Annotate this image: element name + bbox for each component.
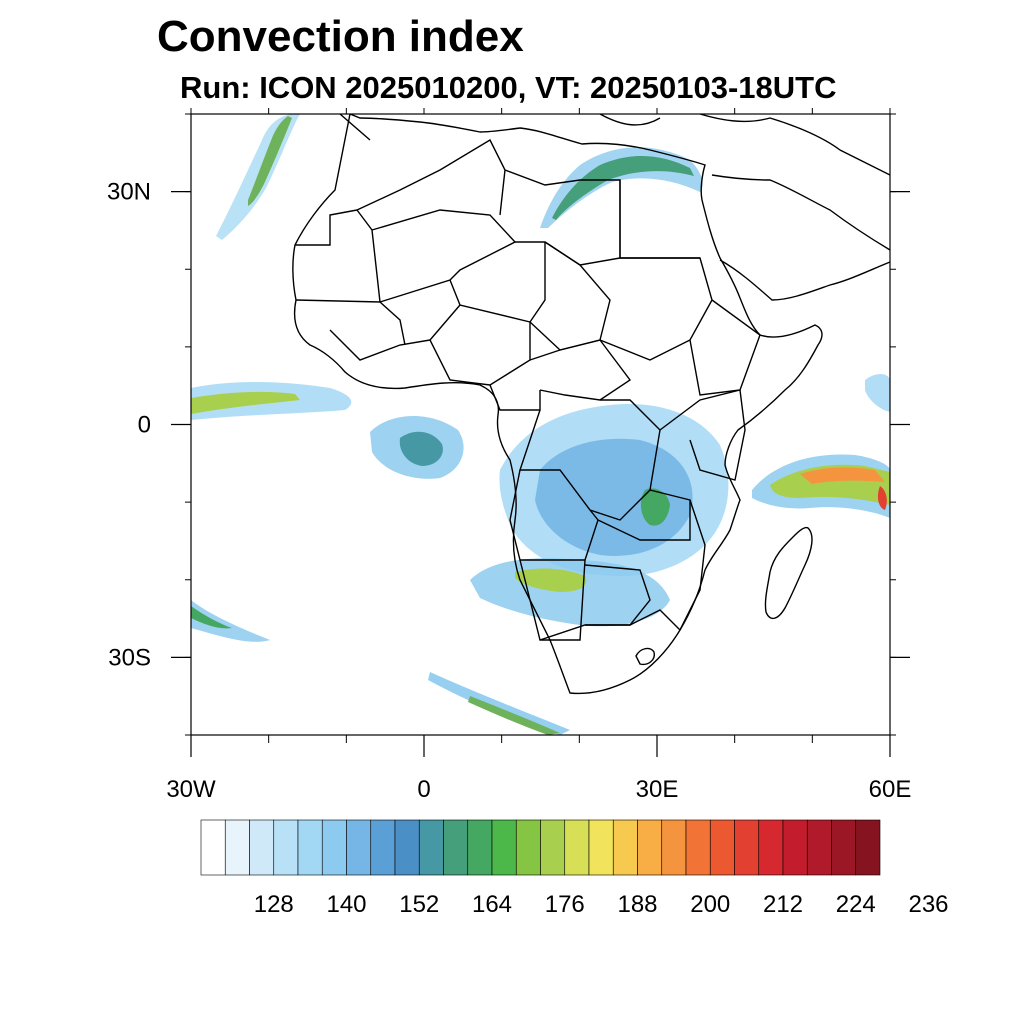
colorbar-label: 140	[326, 891, 366, 918]
colorbar-label: 176	[545, 891, 585, 918]
field-indian-ocean-peak	[877, 486, 887, 510]
border-niger	[449, 242, 546, 323]
border-angola	[509, 469, 599, 561]
colorbar-swatch	[540, 819, 566, 876]
colorbar-swatch	[831, 819, 857, 876]
colorbar-label: 200	[690, 891, 730, 918]
field-central-africa-core	[640, 488, 670, 526]
field-mediterranean-core	[552, 155, 694, 220]
europe-coast	[339, 114, 890, 176]
colorbar-swatch	[491, 819, 517, 876]
lat-tick-label: 0	[138, 412, 151, 439]
colorbar-swatch	[806, 819, 832, 876]
colorbar: 128 140 152 164 176 188 200 212 224 236	[200, 819, 949, 918]
colorbar-swatch	[709, 819, 735, 876]
lat-tick-label: 30S	[108, 644, 151, 671]
border-mali	[371, 209, 517, 303]
field-arabian-sea	[865, 374, 890, 412]
colorbar-swatch	[564, 819, 590, 876]
colorbar-swatch	[321, 819, 347, 876]
border-mauritania	[295, 209, 381, 303]
border-egypt	[619, 180, 700, 259]
border-southafrica	[539, 609, 681, 641]
colorbar-label: 236	[908, 891, 948, 918]
colorbar-swatch	[443, 819, 469, 876]
border-sudan	[599, 257, 713, 361]
colorbar-swatch	[467, 819, 493, 876]
colorbar-swatch	[370, 819, 396, 876]
colorbar-swatch	[685, 819, 711, 876]
colorbar-label: 128	[254, 891, 294, 918]
border-car	[529, 339, 632, 401]
lat-tick-label: 30N	[107, 179, 151, 206]
border-lesotho	[635, 647, 655, 666]
border-chad	[529, 241, 611, 351]
border-westafrica	[329, 301, 431, 361]
colorbar-swatch	[273, 819, 299, 876]
colorbar-swatch	[515, 819, 541, 876]
colorbar-swatch	[661, 819, 687, 876]
field-equatorial-atlantic-core	[191, 391, 300, 414]
border-nigeria	[429, 304, 531, 386]
map-subtitle: Run: ICON 2025010200, VT: 20250103-18UTC	[180, 70, 837, 105]
field-gulf-guinea-core	[399, 431, 443, 466]
colorbar-swatch	[346, 819, 372, 876]
lon-tick-label: 30E	[636, 776, 679, 803]
colorbar-swatch	[782, 819, 808, 876]
border-ethiopia	[689, 299, 761, 396]
field-south-atlantic-core	[468, 696, 560, 735]
map-title: Convection index	[157, 12, 524, 61]
colorbar-label: 224	[836, 891, 876, 918]
field-southwest-atlantic-core	[191, 606, 232, 629]
colorbar-swatch	[612, 819, 638, 876]
field-south-atlantic	[428, 672, 570, 735]
lon-tick-label: 0	[417, 776, 430, 803]
colorbar-swatch	[297, 819, 323, 876]
arabia-coastline	[711, 174, 890, 301]
border-namibia	[519, 559, 586, 641]
madagascar-coastline	[764, 526, 813, 619]
africa-coastline	[292, 114, 823, 695]
border-cameroon	[489, 384, 541, 411]
field-north-atlantic-core	[248, 116, 292, 206]
border-algeria	[356, 139, 506, 216]
border-zambia	[597, 489, 691, 541]
convection-field	[191, 114, 890, 735]
field-southwest-atlantic	[191, 600, 270, 642]
colorbar-swatch	[224, 819, 250, 876]
colorbar-label: 188	[617, 891, 657, 918]
colorbar-swatch	[734, 819, 760, 876]
colorbar-swatch	[758, 819, 784, 876]
map-axes: 30N 0 30S 30W 0 30E 60E	[107, 108, 911, 803]
lon-tick-label: 30W	[166, 776, 216, 803]
border-drc	[519, 399, 661, 521]
colorbar-swatch	[394, 819, 420, 876]
colorbar-label: 164	[472, 891, 512, 918]
field-indian-ocean-core	[800, 467, 885, 484]
colorbar-swatch	[249, 819, 275, 876]
field-southern-africa-core	[515, 568, 587, 592]
colorbar-label: 152	[399, 891, 439, 918]
colorbar-label: 212	[763, 891, 803, 918]
map-frame	[190, 113, 891, 736]
colorbar-swatch	[637, 819, 663, 876]
border-eastafrica	[659, 389, 746, 481]
border-mozambique	[679, 499, 706, 631]
lon-tick-label: 60E	[869, 776, 912, 803]
colorbar-swatch	[588, 819, 614, 876]
border-western-sahara	[295, 209, 358, 246]
colorbar-swatch	[418, 819, 444, 876]
coastlines-borders	[292, 114, 890, 695]
colorbar-swatch	[855, 819, 881, 876]
colorbar-swatch	[200, 819, 226, 876]
